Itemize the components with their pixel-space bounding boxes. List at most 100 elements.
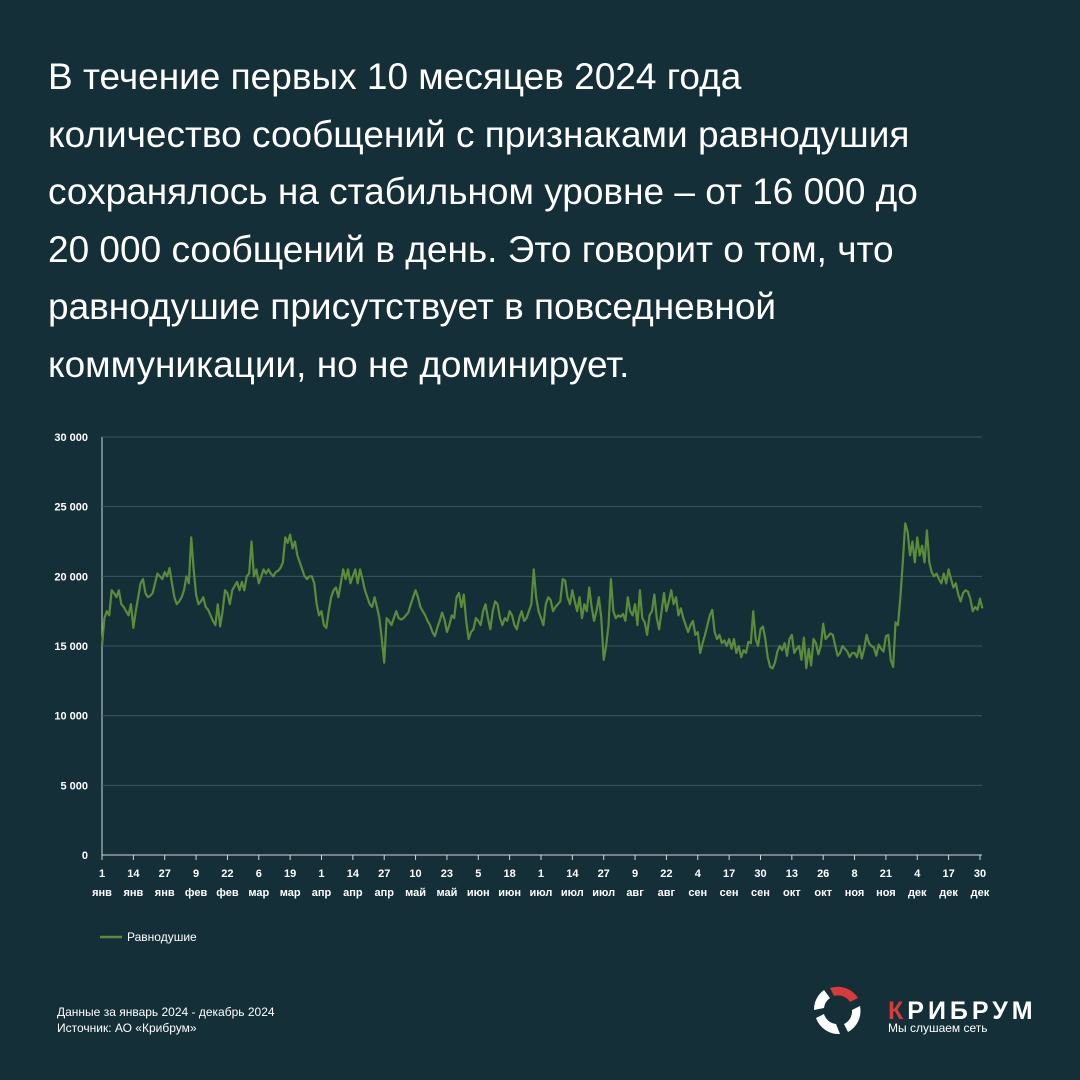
headline: В течение первых 10 месяцев 2024 года кол…: [48, 48, 1048, 394]
x-tick-label: 6 мар: [248, 868, 269, 899]
x-tick-month: ноя: [845, 887, 865, 899]
x-tick-day: 10: [409, 868, 421, 880]
headline-line: 20 000 сообщений в день. Это говорит о т…: [48, 228, 894, 270]
x-tick-month: авг: [626, 887, 644, 899]
x-tick-month: июн: [467, 887, 490, 899]
x-tick-month: апр: [312, 887, 332, 899]
x-tick-month: окт: [783, 887, 801, 899]
y-tick-label: 20 000: [54, 571, 88, 583]
x-tick-day: 19: [284, 868, 296, 880]
x-tick-month: сен: [688, 887, 707, 899]
x-tick-day: 9: [193, 868, 199, 880]
x-tick-label: 17 сен: [720, 868, 739, 899]
x-tick-day: 27: [598, 868, 610, 880]
x-tick-day: 8: [851, 868, 857, 880]
x-tick-day: 30: [754, 868, 766, 880]
x-tick-label: 17 дек: [939, 868, 958, 899]
x-tick-label: 1 июл: [530, 868, 553, 899]
x-tick-month: июл: [592, 887, 615, 899]
x-tick-day: 22: [660, 868, 672, 880]
x-tick-label: 9 фев: [185, 868, 208, 899]
y-tick-label: 5 000: [60, 780, 88, 792]
brand-rest: РИБРУМ: [907, 997, 1036, 1025]
x-tick-day: 27: [159, 868, 171, 880]
x-tick-month: апр: [374, 887, 394, 899]
x-tick-label: 4 дек: [908, 868, 927, 899]
x-tick-label: 30 дек: [971, 868, 990, 899]
x-tick-day: 4: [914, 868, 921, 880]
x-tick-day: 17: [723, 868, 735, 880]
x-tick-day: 6: [256, 868, 262, 880]
x-tick-month: май: [436, 887, 457, 899]
x-tick-day: 9: [632, 868, 638, 880]
x-tick-month: дек: [908, 887, 927, 899]
x-tick-label: 13 окт: [783, 868, 801, 899]
x-tick-day: 1: [538, 868, 544, 880]
x-tick-month: июл: [561, 887, 584, 899]
x-tick-label: 9 авг: [626, 868, 644, 899]
x-tick-label: 21 ноя: [876, 868, 896, 899]
y-tick-label: 10 000: [54, 711, 88, 723]
x-tick-month: янв: [123, 887, 143, 899]
x-tick-label: 22 авг: [658, 868, 676, 899]
x-tick-month: ноя: [876, 887, 896, 899]
x-tick-day: 13: [786, 868, 798, 880]
x-tick-label: 23 май: [436, 868, 457, 899]
x-tick-month: мар: [280, 887, 301, 899]
x-tick-day: 14: [566, 868, 579, 880]
y-tick-label: 30 000: [54, 432, 88, 444]
x-tick-label: 14 июл: [561, 868, 584, 899]
x-tick-label: 14 апр: [343, 868, 363, 899]
x-tick-month: фев: [185, 887, 208, 899]
x-tick-day: 17: [942, 868, 954, 880]
legend-label: Равнодушие: [127, 930, 197, 944]
brand-tagline: Мы слушаем сеть: [888, 1021, 988, 1035]
x-tick-day: 23: [441, 868, 453, 880]
x-tick-month: янв: [92, 887, 112, 899]
footer-source: Источник: АО «Крибрум»: [57, 1021, 197, 1035]
x-tick-label: 30 сен: [751, 868, 770, 899]
x-tick-month: янв: [155, 887, 175, 899]
x-tick-label: 27 янв: [155, 868, 175, 899]
x-tick-label: 14 янв: [123, 868, 143, 899]
x-tick-label: 10 май: [405, 868, 426, 899]
x-tick-month: окт: [814, 887, 832, 899]
x-tick-month: дек: [939, 887, 958, 899]
footer-period: Данные за январь 2024 - декабрь 2024: [57, 1005, 275, 1019]
data-line: [100, 522, 984, 670]
x-tick-month: сен: [720, 887, 739, 899]
x-tick-day: 27: [378, 868, 390, 880]
x-tick-label: 22 фев: [216, 868, 239, 899]
x-tick-day: 4: [695, 868, 702, 880]
y-tick-label: 0: [82, 850, 88, 862]
x-tick-month: авг: [658, 887, 676, 899]
x-tick-day: 1: [318, 868, 324, 880]
logo-icon: [813, 986, 861, 1035]
x-tick-label: 18 июн: [498, 868, 521, 899]
brand-name: КРИБРУМ: [888, 997, 1037, 1025]
x-tick-month: июл: [530, 887, 553, 899]
x-tick-day: 1: [99, 868, 105, 880]
headline-line: коммуникации, но не доминирует.: [48, 343, 630, 385]
x-tick-month: сен: [751, 887, 770, 899]
y-tick-label: 25 000: [54, 502, 88, 514]
headline-line: В течение первых 10 месяцев 2024 года: [48, 56, 742, 97]
x-tick-day: 26: [817, 868, 829, 880]
x-tick-label: 1 янв: [92, 868, 112, 899]
x-tick-label: 26 окт: [814, 868, 832, 899]
x-tick-label: 1 апр: [312, 868, 332, 899]
brand-initial: К: [888, 997, 907, 1025]
x-tick-month: дек: [971, 887, 990, 899]
x-tick-label: 27 июл: [592, 868, 615, 899]
x-tick-day: 5: [475, 868, 481, 880]
x-tick-label: 4 сен: [688, 868, 707, 899]
x-tick-label: 5 июн: [467, 868, 490, 899]
y-tick-label: 15 000: [54, 641, 88, 653]
x-tick-day: 14: [127, 868, 140, 880]
x-tick-day: 22: [221, 868, 233, 880]
x-tick-day: 18: [504, 868, 516, 880]
x-tick-label: 19 мар: [280, 868, 301, 899]
x-tick-label: 27 апр: [374, 868, 394, 899]
